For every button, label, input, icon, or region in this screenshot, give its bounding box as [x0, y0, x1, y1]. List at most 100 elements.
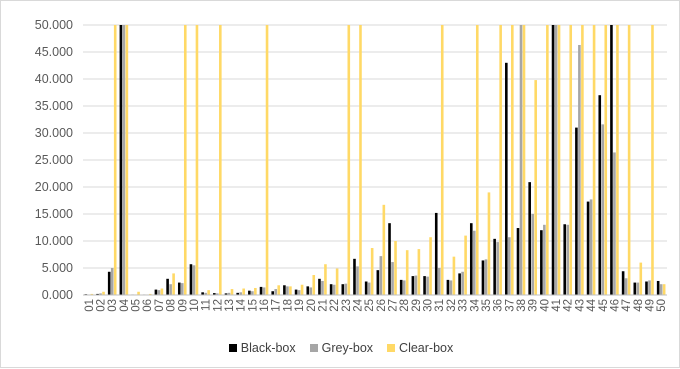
bar-black-box [353, 258, 356, 295]
bar-black-box [540, 230, 543, 295]
bar-grey-box [508, 237, 511, 295]
bar-clear-box [335, 268, 339, 295]
x-tick-label: 44 [586, 298, 598, 311]
bar-clear-box [195, 25, 199, 295]
x-tick-label: 06 [142, 299, 154, 312]
x-tick-label: 10 [189, 299, 201, 312]
legend-swatch [309, 344, 318, 352]
bar-grey-box [251, 291, 254, 295]
legend-label: Black-box [240, 341, 296, 355]
y-tick-label: 20.000 [35, 180, 73, 194]
x-tick-label: 22 [329, 299, 341, 312]
x-tick-label: 41 [551, 299, 563, 312]
bar-black-box [481, 260, 485, 295]
x-tick-label: 33 [458, 299, 470, 312]
bar-clear-box [546, 25, 549, 295]
x-tick-label: 08 [166, 299, 178, 312]
bar-black-box [563, 224, 567, 295]
bar-grey-box [636, 282, 640, 295]
bar-black-box [434, 212, 438, 295]
bar-black-box [621, 271, 625, 295]
bar-black-box [294, 289, 298, 295]
bar-clear-box [440, 25, 444, 295]
x-tick-label: 26 [376, 299, 388, 312]
bar-clear-box [464, 235, 467, 295]
bar-clear-box [429, 237, 432, 295]
legend-swatch [228, 344, 237, 352]
x-tick-label: 47 [621, 299, 633, 312]
bar-grey-box [484, 259, 488, 295]
bar-clear-box [370, 248, 374, 295]
x-tick-label: 21 [317, 299, 329, 312]
bar-clear-box [137, 291, 140, 295]
bar-black-box [528, 182, 531, 295]
x-tick-label: 46 [609, 299, 621, 312]
bar-black-box [306, 286, 310, 295]
x-tick-label: 39 [528, 299, 540, 312]
legend-item: Grey-box [309, 341, 374, 355]
bar-black-box [364, 281, 368, 295]
x-tick-label: 20 [306, 299, 318, 312]
bar-grey-box [472, 230, 476, 295]
y-axis-ticks: 0.000 5.000 10.000 15.000 20.000 25.000 30.000… [35, 18, 73, 302]
x-tick-label: 31 [434, 299, 446, 312]
x-tick-label: 50 [656, 299, 668, 312]
x-tick-label: 25 [364, 299, 376, 312]
bar-grey-box [379, 256, 383, 295]
y-tick-label: 45.000 [35, 45, 73, 59]
y-tick-label: 30.000 [35, 126, 73, 140]
bar-clear-box [242, 288, 245, 295]
bar-clear-box [511, 25, 514, 295]
y-tick-label: 10.000 [35, 234, 73, 248]
bar-grey-box [391, 262, 394, 295]
bar-grey-box [578, 44, 581, 296]
x-tick-label: 09 [177, 299, 189, 312]
bar-black-box [575, 127, 578, 295]
bar-black-box [645, 281, 648, 295]
bar-black-box [376, 270, 380, 295]
legend-item: Clear-box [387, 341, 453, 355]
bar-grey-box [239, 292, 242, 295]
bar-clear-box [639, 262, 643, 295]
legend-label: Clear-box [399, 341, 454, 355]
bar-clear-box [113, 25, 117, 295]
x-tick-label: 02 [96, 299, 108, 312]
bar-clear-box [347, 25, 351, 295]
bar-black-box [329, 284, 333, 295]
y-tick-label: 50.000 [35, 18, 73, 32]
bar-grey-box [309, 287, 313, 295]
x-tick-label: 07 [154, 299, 166, 312]
bar-black-box [446, 279, 450, 295]
bar-black-box [318, 278, 321, 295]
bar-grey-box [402, 280, 406, 295]
bar-clear-box [160, 288, 164, 295]
bars [84, 25, 666, 296]
bar-black-box [201, 292, 204, 295]
x-tick-label: 29 [411, 299, 423, 312]
bar-clear-box [183, 25, 187, 295]
bar-clear-box [102, 291, 105, 295]
bar-grey-box [321, 280, 324, 295]
x-tick-label: 34 [469, 298, 481, 311]
bar-black-box [341, 284, 345, 295]
bar-clear-box [604, 25, 608, 295]
bar-black-box [248, 290, 251, 295]
bar-grey-box [286, 286, 289, 295]
x-tick-label: 19 [294, 299, 306, 312]
bar-grey-box [449, 280, 453, 295]
bar-grey-box [531, 214, 534, 295]
legend-label: Grey-box [321, 341, 374, 355]
bar-grey-box [554, 25, 558, 295]
bar-grey-box [332, 284, 336, 295]
bar-grey-box [274, 289, 278, 295]
x-tick-label: 17 [271, 299, 283, 312]
bar-grey-box [157, 290, 161, 295]
x-tick-label: 32 [446, 299, 458, 312]
bar-clear-box [487, 192, 491, 295]
x-tick-label: 03 [107, 299, 119, 312]
y-tick-label: 25.000 [35, 153, 73, 167]
bar-grey-box [566, 224, 570, 295]
legend-item: Black-box [228, 341, 296, 355]
